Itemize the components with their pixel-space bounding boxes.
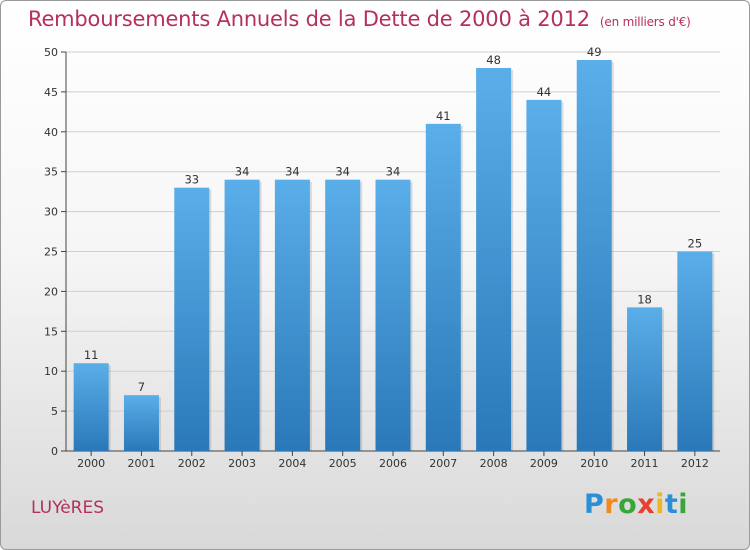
chart-title: Remboursements Annuels de la Dette de 20… [28,7,691,31]
data-label-2000: 11 [84,348,99,362]
bar-2001 [123,395,159,451]
data-label-2005: 34 [335,165,350,179]
bar-2008 [476,67,512,452]
y-tick-label: 45 [44,86,58,99]
y-tick-label: 35 [44,166,58,179]
logo-letter: t [664,489,679,520]
chart-subtitle: (en milliers d'€) [599,15,691,29]
x-tick-label: 2009 [530,457,558,470]
data-label-2001: 7 [138,380,145,394]
axes: 0 5 10 15 20 25 30 35 40 45 50 2000 2001 2002 2003 2004… [44,46,720,470]
bar-2000 [73,363,109,451]
bar-2002 [174,187,210,451]
data-label-2010: 49 [587,45,602,59]
data-label-2008: 48 [486,53,501,67]
y-tick-label: 20 [44,285,58,298]
data-label-2003: 34 [235,165,250,179]
x-tick-label: 2001 [127,457,155,470]
logo-letter: i [655,489,665,520]
logo-letter: r [604,489,619,520]
data-label-2012: 25 [688,237,703,251]
y-tick-label: 5 [51,405,58,418]
bar-2011 [627,307,663,451]
logo-letter: o [618,489,638,520]
x-tick-label: 2010 [580,457,608,470]
chart-title-text: Remboursements Annuels de la Dette de 20… [28,7,590,31]
x-tick-label: 2006 [379,457,407,470]
bar-2003 [224,179,260,451]
y-tick-label: 25 [44,246,58,259]
proxiti-logo: Proxiti [584,489,688,520]
x-tick-label: 2003 [228,457,256,470]
bars [73,59,715,452]
bar-2004 [274,179,310,451]
data-label-2011: 18 [637,292,652,306]
x-tick-label: 2011 [631,457,659,470]
y-tick-label: 40 [44,126,58,139]
data-label-2007: 41 [436,109,451,123]
logo-letter: i [678,489,689,520]
x-tick-label: 2007 [429,457,457,470]
data-label-2006: 34 [386,165,401,179]
data-label-2002: 33 [184,173,199,187]
bar-2009 [526,99,562,451]
x-tick-label: 2005 [329,457,357,470]
y-tick-label: 30 [44,206,58,219]
data-labels: 11 7 33 34 34 34 34 41 48 44 49 18 25 [84,45,702,394]
x-tick-label: 2008 [480,457,508,470]
data-label-2004: 34 [285,165,300,179]
x-tick-label: 2012 [681,457,709,470]
y-tick-label: 10 [44,365,58,378]
bar-2006 [375,179,411,451]
logo-letter: P [584,489,605,520]
bar-2005 [325,179,361,451]
data-label-2009: 44 [537,85,552,99]
x-tick-label: 2004 [278,457,306,470]
y-tick-label: 15 [44,325,58,338]
x-tick-label: 2002 [178,457,206,470]
bar-2007 [425,123,461,451]
x-tick-label: 2000 [77,457,105,470]
y-tick-label: 50 [44,46,58,59]
bar-2012 [677,251,713,451]
bar-2010 [576,59,612,451]
y-tick-label: 0 [51,445,58,458]
logo-letter: x [637,489,656,520]
town-name: LUYèRES [31,498,104,518]
